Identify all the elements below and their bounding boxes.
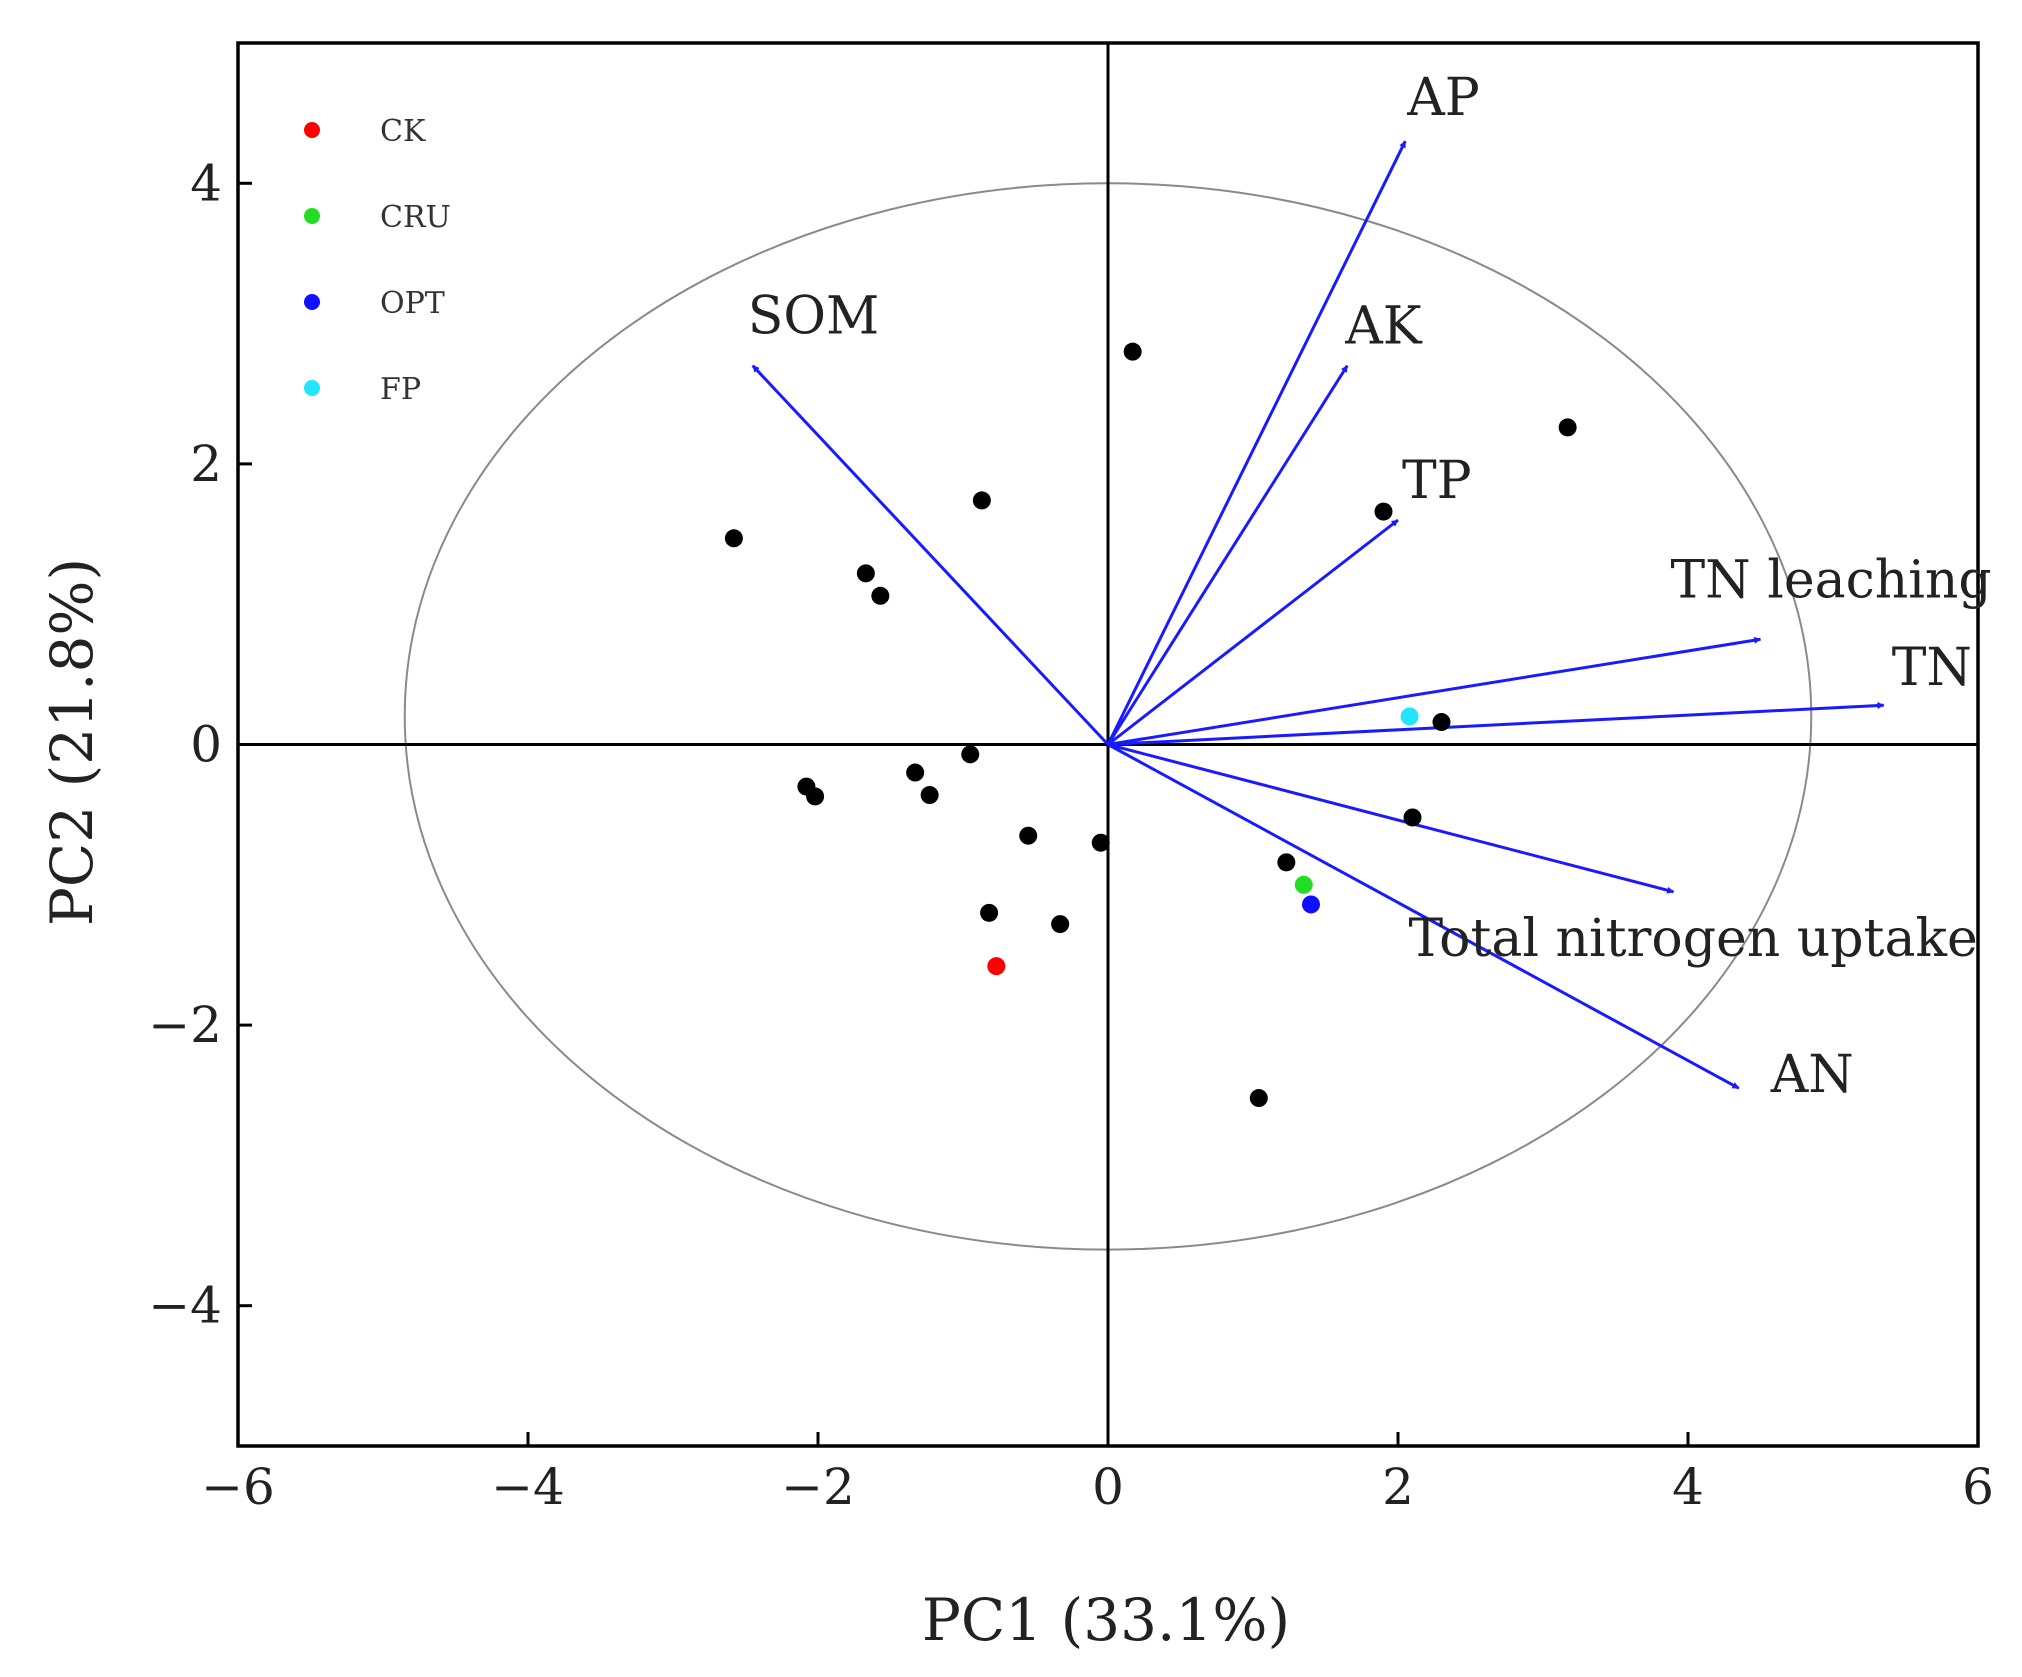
score-point xyxy=(1019,826,1038,845)
x-tick-label: 0 xyxy=(1092,1458,1124,1516)
score-point xyxy=(906,763,925,782)
score-point xyxy=(1403,808,1422,827)
loading-vector-tn-leaching xyxy=(1107,636,1762,746)
loading-label-tn-leaching: TN leaching xyxy=(1671,550,1992,610)
y-tick-label: 2 xyxy=(190,435,222,493)
legend-marker-fp xyxy=(304,380,320,396)
x-tick-label: −6 xyxy=(201,1458,275,1516)
loading-vector-som xyxy=(751,364,1110,746)
loading-label-total-nitrogen-uptake: Total nitrogen uptake xyxy=(1409,909,1978,969)
score-point xyxy=(724,529,743,548)
score-point xyxy=(871,586,890,605)
loading-vector-tn xyxy=(1107,702,1885,746)
score-point xyxy=(806,787,825,806)
loading-vector-ak xyxy=(1106,364,1349,746)
score-point xyxy=(961,745,980,764)
loading-vector-tp xyxy=(1107,518,1399,746)
loading-label-som: SOM xyxy=(748,287,880,347)
score-point xyxy=(972,491,991,510)
loading-label-tp: TP xyxy=(1402,451,1472,511)
x-tick-label: −4 xyxy=(491,1458,565,1516)
score-point xyxy=(1277,853,1296,872)
y-axis-title: PC2 (21.8%) xyxy=(38,558,106,926)
legend-label-ck: CK xyxy=(380,114,426,149)
loading-label-ak: AK xyxy=(1344,297,1423,357)
loading-vector-an xyxy=(1107,743,1740,1090)
score-point-opt xyxy=(1302,895,1320,914)
loading-vector-total-nitrogen-uptake xyxy=(1107,743,1675,894)
score-point xyxy=(980,903,999,922)
y-tick-label: −2 xyxy=(148,996,222,1054)
score-point-cru xyxy=(1294,875,1313,894)
x-tick-label: 6 xyxy=(1962,1458,1994,1516)
score-point xyxy=(1249,1089,1268,1108)
score-point xyxy=(1558,418,1577,437)
x-axis-title: PC1 (33.1%) xyxy=(922,1586,1290,1654)
y-tick-label: −4 xyxy=(148,1277,222,1335)
score-point xyxy=(1374,502,1393,521)
legend-label-opt: OPT xyxy=(380,286,445,321)
legend-marker-cru xyxy=(304,208,320,224)
legend-label-fp: FP xyxy=(380,372,421,407)
score-point xyxy=(1123,342,1142,361)
score-point xyxy=(1432,713,1451,732)
loading-label-ap: AP xyxy=(1406,68,1480,128)
y-tick-label: 0 xyxy=(190,716,222,774)
x-tick-label: −2 xyxy=(781,1458,855,1516)
score-point xyxy=(856,564,875,583)
legend-marker-opt xyxy=(304,294,320,310)
x-tick-label: 4 xyxy=(1672,1458,1704,1516)
score-point-ck xyxy=(987,957,1006,976)
legend-marker-ck xyxy=(304,122,320,138)
score-point xyxy=(920,786,939,805)
legend-label-cru: CRU xyxy=(380,200,451,235)
score-point xyxy=(1091,833,1110,852)
score-point-fp xyxy=(1400,707,1419,726)
x-tick-label: 2 xyxy=(1382,1458,1414,1516)
loading-label-tn: TN xyxy=(1892,638,1972,698)
loading-label-an: AN xyxy=(1770,1045,1854,1105)
loading-vector-ap xyxy=(1106,140,1407,746)
y-tick-label: 4 xyxy=(190,154,222,212)
score-point xyxy=(1051,915,1070,934)
